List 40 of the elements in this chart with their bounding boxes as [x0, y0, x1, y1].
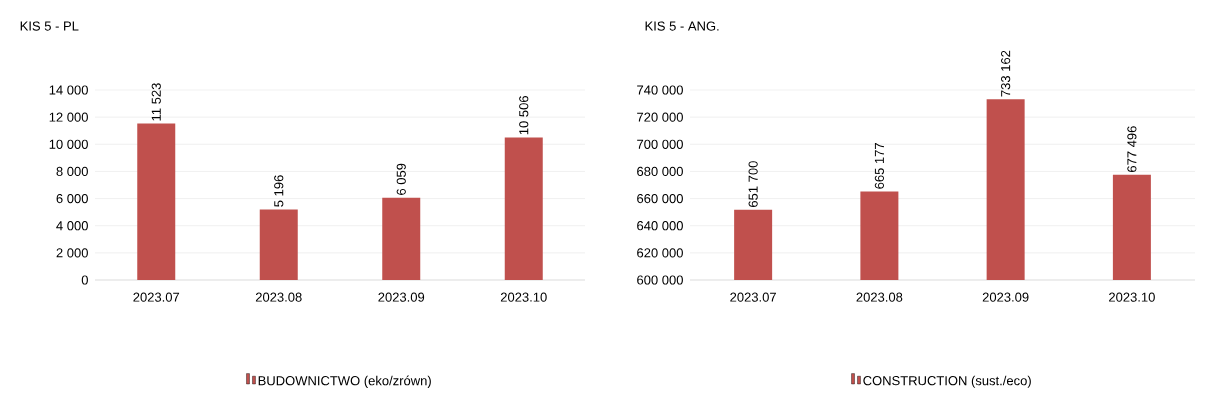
x-tick-label: 2023.07: [730, 292, 776, 302]
bar: [382, 197, 421, 280]
data-label: 677 496: [1127, 126, 1137, 172]
x-tick-label: 2023.10: [500, 292, 547, 302]
y-tick-label: 0: [81, 275, 88, 285]
legend-label: CONSTRUCTION (sust./eco): [863, 375, 1031, 388]
y-tick-label: 700 000: [637, 139, 683, 149]
data-label: 733 162: [1001, 50, 1011, 97]
chart-title: KIS 5 - ANG.: [645, 21, 719, 31]
bar: [504, 137, 543, 280]
y-tick-label: 640 000: [637, 221, 683, 231]
y-tick-label: 4 000: [56, 221, 88, 231]
data-label: 11 523: [151, 83, 161, 121]
y-tick-label: 680 000: [637, 166, 683, 177]
y-tick-label: 720 000: [637, 112, 683, 122]
x-tick-label: 2023.09: [378, 292, 425, 302]
x-tick-label: 2023.08: [856, 292, 903, 302]
y-tick-label: 740 000: [637, 85, 683, 95]
legend-label: BUDOWNICTWO (eko/zrówn): [258, 375, 431, 388]
x-tick-label: 2023.08: [255, 292, 302, 302]
x-tick-label: 2023.10: [1109, 292, 1155, 302]
y-tick-label: 10 000: [49, 139, 88, 149]
data-label: 6 059: [396, 163, 406, 195]
x-tick-label: 2023.09: [982, 292, 1029, 302]
y-tick-label: 6 000: [56, 193, 88, 204]
x-tick-label: 2023.07: [133, 292, 180, 302]
y-tick-label: 8 000: [56, 166, 88, 177]
data-label: 651 700: [748, 161, 758, 207]
bar: [137, 123, 176, 280]
y-tick-label: 620 000: [637, 248, 683, 258]
data-label: 10 506: [519, 96, 529, 135]
y-tick-label: 2 000: [56, 248, 88, 258]
y-tick-label: 12 000: [49, 112, 88, 122]
y-tick-label: 600 000: [637, 275, 683, 285]
bar: [259, 209, 298, 280]
data-label: 5 196: [274, 175, 284, 207]
y-tick-label: 14 000: [49, 85, 88, 95]
y-tick-label: 660 000: [637, 193, 683, 204]
data-label: 665 177: [874, 143, 884, 189]
chart-title: KIS 5 - PL: [20, 21, 79, 31]
